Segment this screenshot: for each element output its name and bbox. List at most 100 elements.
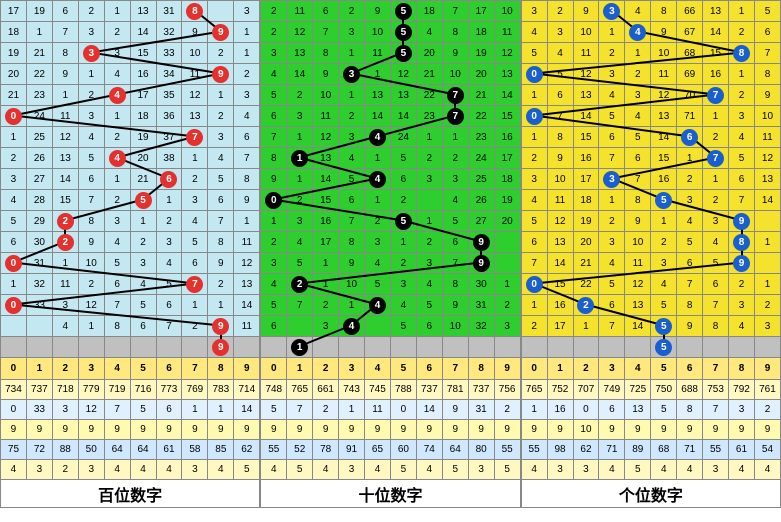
grid-cell: 1	[313, 274, 339, 295]
stat-cell: 3	[339, 460, 365, 480]
grid-cell: 8	[651, 1, 677, 22]
panel-title: 十位数字	[261, 480, 520, 508]
col-header: 4	[104, 358, 130, 380]
grid-cell: 14	[365, 106, 391, 127]
grid-cell: 1	[313, 253, 339, 274]
grid-cell: 3	[703, 211, 729, 232]
grid-cell: 5	[390, 148, 416, 169]
grid-cell: 19	[26, 1, 52, 22]
trend-ball: 5	[655, 318, 672, 335]
stat-cell: 60	[390, 440, 416, 460]
grid-cell	[365, 316, 391, 337]
trend-ball: 0	[5, 297, 22, 314]
grid-cell: 14	[52, 169, 78, 190]
grid-cell: 1	[1, 127, 27, 148]
grey-cell	[468, 337, 494, 358]
grid-cell: 1	[52, 253, 78, 274]
grid-cell: 8	[234, 169, 260, 190]
stat-cell: 9	[494, 420, 520, 440]
grid-cell: 13	[234, 274, 260, 295]
stat-cell: 1	[339, 400, 365, 420]
stat-cell: 71	[677, 440, 703, 460]
grid-cell: 7	[677, 274, 703, 295]
stat-cell: 792	[729, 380, 755, 400]
grid-cell: 7	[754, 43, 780, 64]
grid-cell: 4	[261, 64, 287, 85]
grid-cell: 1	[521, 127, 547, 148]
stat-cell: 748	[261, 380, 287, 400]
grey-cell	[599, 337, 625, 358]
grid-cell	[287, 316, 313, 337]
grid-cell: 37	[156, 127, 182, 148]
grid-cell: 12	[547, 211, 573, 232]
grid-cell: 5	[261, 85, 287, 106]
grid-cell: 1	[416, 211, 442, 232]
grid-cell: 2	[261, 1, 287, 22]
grid-cell: 12	[390, 64, 416, 85]
grid-cell: 3	[78, 43, 104, 64]
grid-cell: 11	[234, 316, 260, 337]
grid-cell: 0	[261, 190, 287, 211]
grid-cell: 14	[754, 190, 780, 211]
grid-cell: 11	[625, 253, 651, 274]
grid-cell: 9	[468, 232, 494, 253]
grid-cell: 13	[651, 106, 677, 127]
stat-cell: 80	[468, 440, 494, 460]
stat-cell: 9	[599, 420, 625, 440]
grid-cell: 20	[573, 232, 599, 253]
grid-cell: 2	[729, 22, 755, 43]
stat-cell: 88	[52, 440, 78, 460]
stat-cell: 6	[599, 400, 625, 420]
col-header: 7	[182, 358, 208, 380]
grid-cell: 7	[261, 127, 287, 148]
col-header: 8	[208, 358, 234, 380]
grid-cell: 8	[442, 22, 468, 43]
grid-cell: 6	[52, 1, 78, 22]
grid-cell: 5	[442, 211, 468, 232]
grid-cell: 7	[547, 106, 573, 127]
grid-cell: 5	[104, 253, 130, 274]
grid-cell: 28	[26, 190, 52, 211]
trend-ball: 7	[186, 129, 203, 146]
grid-cell: 4	[78, 127, 104, 148]
grid-cell: 10	[547, 169, 573, 190]
grid-cell: 5	[729, 148, 755, 169]
stat-cell: 64	[442, 440, 468, 460]
grid-cell: 1	[729, 1, 755, 22]
trend-ball: 9	[473, 234, 490, 251]
stat-cell: 781	[442, 380, 468, 400]
stat-cell: 7	[703, 400, 729, 420]
grid-cell: 11	[182, 64, 208, 85]
grid-cell: 4	[208, 148, 234, 169]
grid-cell: 12	[52, 127, 78, 148]
grey-cell	[313, 337, 339, 358]
stat-cell: 9	[156, 420, 182, 440]
grid-cell: 14	[703, 22, 729, 43]
grid-cell: 21	[1, 85, 27, 106]
panel-hundreds: 1719621133183181732143299119218331533102…	[0, 0, 260, 508]
stat-cell: 9	[521, 420, 547, 440]
grid-cell: 14	[547, 253, 573, 274]
grey-cell: 1	[287, 337, 313, 358]
grid-cell: 7	[599, 316, 625, 337]
grid-cell: 3	[261, 253, 287, 274]
grid-cell: 4	[104, 85, 130, 106]
grid-cell: 15	[573, 127, 599, 148]
stat-cell: 718	[52, 380, 78, 400]
grid-cell: 6	[234, 127, 260, 148]
grid-cell: 2	[208, 106, 234, 127]
grid-cell: 16	[547, 295, 573, 316]
grid-cell: 18	[494, 169, 520, 190]
stat-cell: 31	[468, 400, 494, 420]
stat-cell: 4	[651, 460, 677, 480]
trend-ball: 1	[291, 150, 308, 167]
grid-cell: 1	[729, 64, 755, 85]
grid-cell: 7	[208, 211, 234, 232]
stat-cell: 769	[182, 380, 208, 400]
trend-ball: 9	[473, 255, 490, 272]
grid-cell: 2	[78, 1, 104, 22]
grid-cell: 2	[52, 211, 78, 232]
stat-cell: 3	[52, 400, 78, 420]
grid-cell: 5	[156, 274, 182, 295]
grey-cell	[130, 337, 156, 358]
